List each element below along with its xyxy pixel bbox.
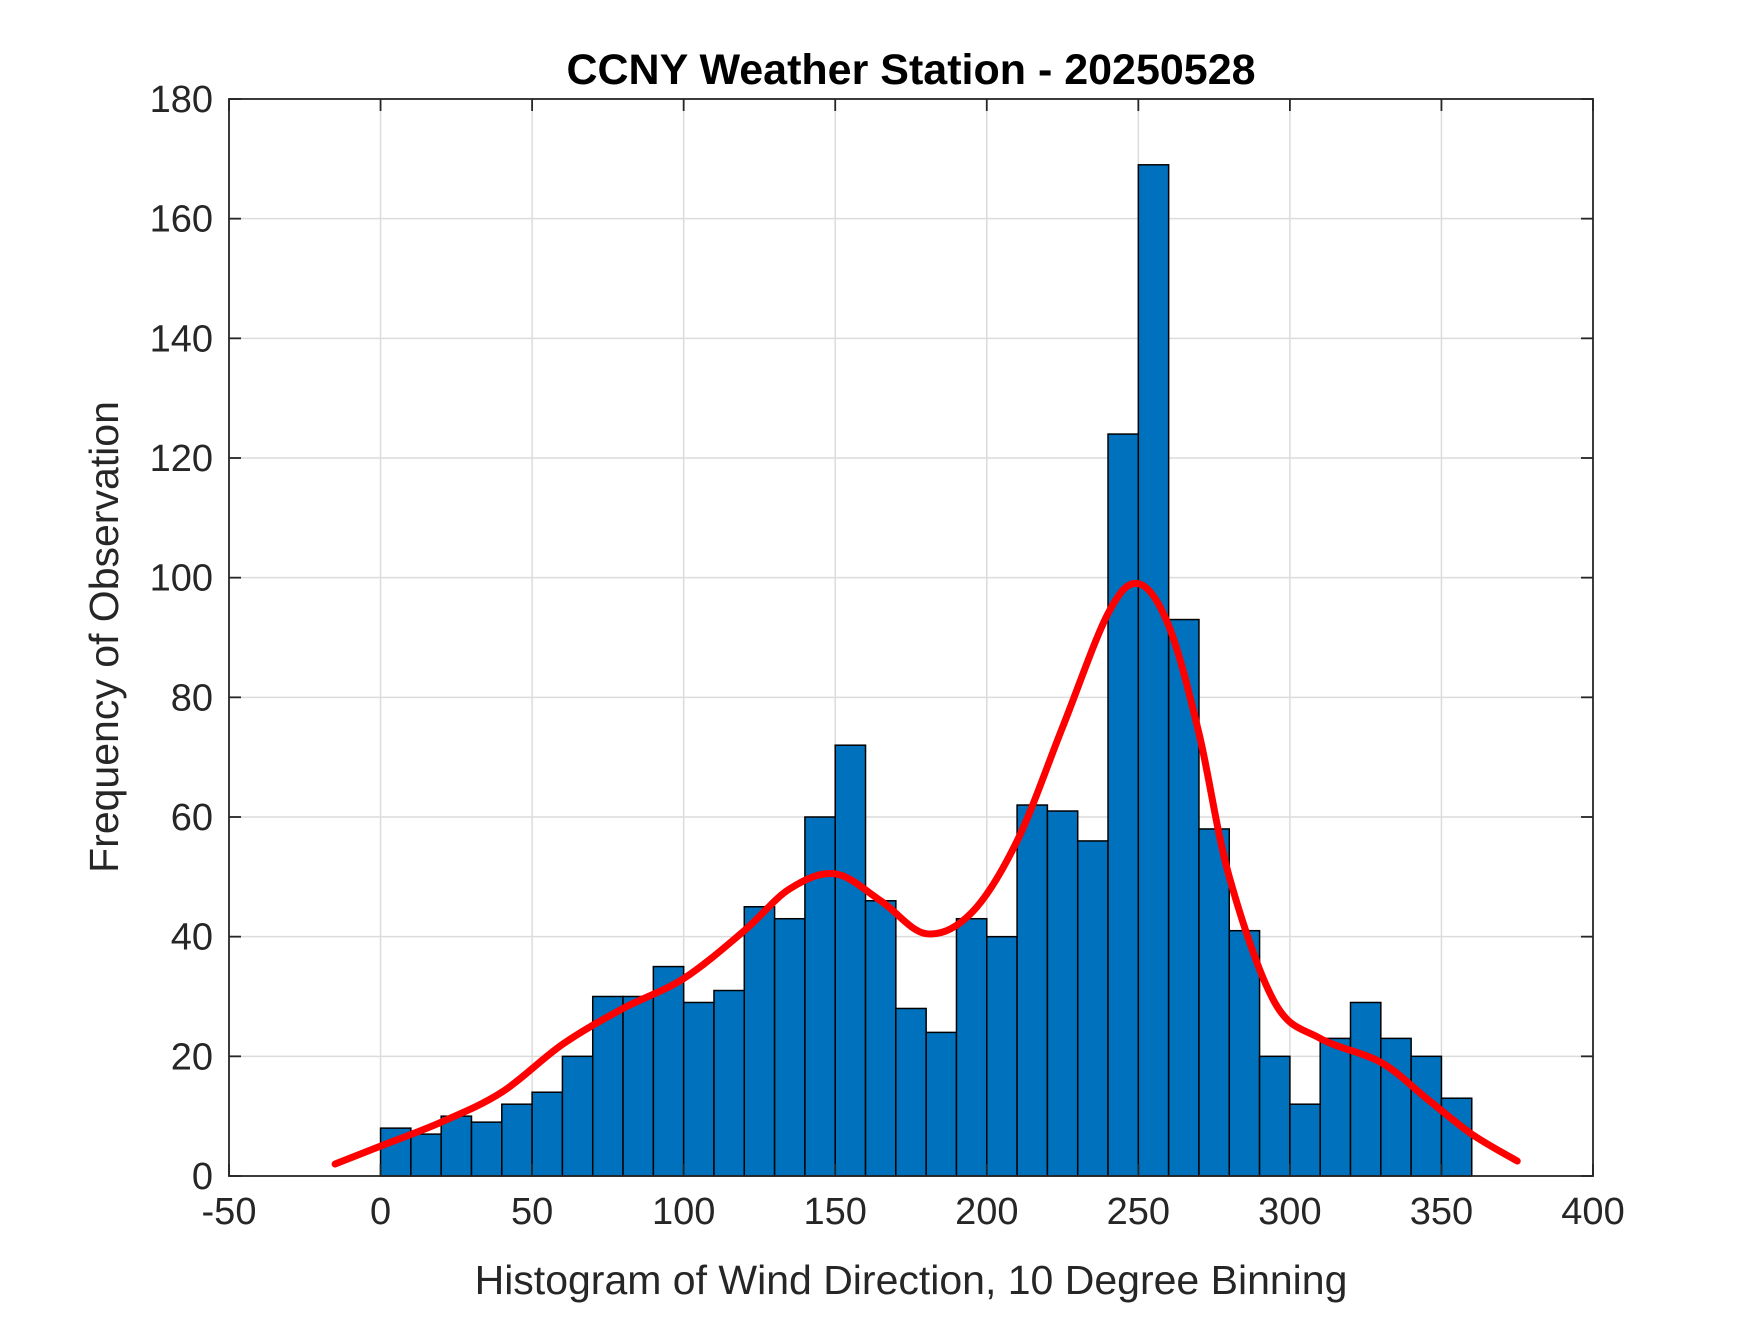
histogram-bar <box>713 989 746 1177</box>
density-curve-layer <box>331 579 1521 1168</box>
histogram-bar <box>501 1103 533 1177</box>
y-tick-label: 120 <box>150 438 213 480</box>
histogram-bar <box>682 1001 715 1177</box>
histogram-bar <box>1198 828 1231 1177</box>
histogram-bar <box>1258 1055 1291 1177</box>
histogram-bar <box>864 900 897 1177</box>
y-tick-label: 0 <box>192 1156 213 1198</box>
tick-labels: -50 0 50 100 150 200 250 300 350 4000204060801001… <box>150 79 1625 1233</box>
y-axis-title: Frequency of Observation <box>81 401 127 873</box>
histogram-bar <box>1016 804 1049 1177</box>
x-axis-title: Histogram of Wind Direction, 10 Degree B… <box>475 1257 1348 1303</box>
histogram-bar <box>652 965 685 1177</box>
histogram-bar <box>410 1133 442 1177</box>
y-tick-label: 140 <box>150 318 213 360</box>
x-tick-label: 200 <box>955 1191 1018 1233</box>
histogram-bar <box>1319 1037 1352 1177</box>
histogram-bar <box>1046 810 1079 1177</box>
y-tick-label: 100 <box>150 558 213 600</box>
density-curve <box>331 579 1521 1168</box>
histogram-bar <box>1289 1103 1321 1177</box>
histogram-bar <box>1107 433 1140 1177</box>
histogram-bar <box>743 906 776 1177</box>
histogram-bar <box>773 917 806 1177</box>
plot-area <box>229 99 1593 1176</box>
histogram-bar <box>531 1091 564 1177</box>
histogram-bar <box>1410 1055 1443 1177</box>
chart-title: CCNY Weather Station - 20250528 <box>566 46 1255 94</box>
y-tick-label: 160 <box>150 199 213 241</box>
y-tick-label: 20 <box>171 1036 213 1078</box>
x-tick-label: 250 <box>1107 1191 1170 1233</box>
axes-box <box>228 98 1594 1177</box>
histogram-bar <box>986 935 1018 1177</box>
histogram-bar <box>1380 1037 1412 1177</box>
x-tick-label: 150 <box>804 1191 867 1233</box>
y-tick-label: 40 <box>171 917 213 959</box>
x-tick-label: 100 <box>652 1191 715 1233</box>
x-tick-label: -50 <box>202 1191 257 1233</box>
x-tick-label: 0 <box>370 1191 391 1233</box>
histogram-bar <box>470 1121 503 1177</box>
histogram-bar <box>440 1115 473 1177</box>
histogram-bar <box>561 1055 594 1177</box>
histogram-bar <box>895 1007 927 1177</box>
x-tick-label: 300 <box>1258 1191 1321 1233</box>
x-tick-label: 400 <box>1561 1191 1624 1233</box>
y-tick-label: 80 <box>171 677 213 719</box>
y-tick-label: 60 <box>171 797 213 839</box>
axes <box>228 98 1594 1177</box>
histogram-bar <box>1349 1001 1382 1177</box>
x-tick-label: 50 <box>511 1191 553 1233</box>
histogram-bar <box>925 1031 958 1177</box>
y-tick-label: 180 <box>150 79 213 121</box>
histogram-bar <box>955 917 988 1177</box>
histogram-bar <box>1076 840 1109 1177</box>
histogram-bar <box>1137 164 1170 1177</box>
histogram-bar <box>834 744 867 1177</box>
histogram-bar <box>622 995 655 1177</box>
x-tick-label: 350 <box>1410 1191 1473 1233</box>
